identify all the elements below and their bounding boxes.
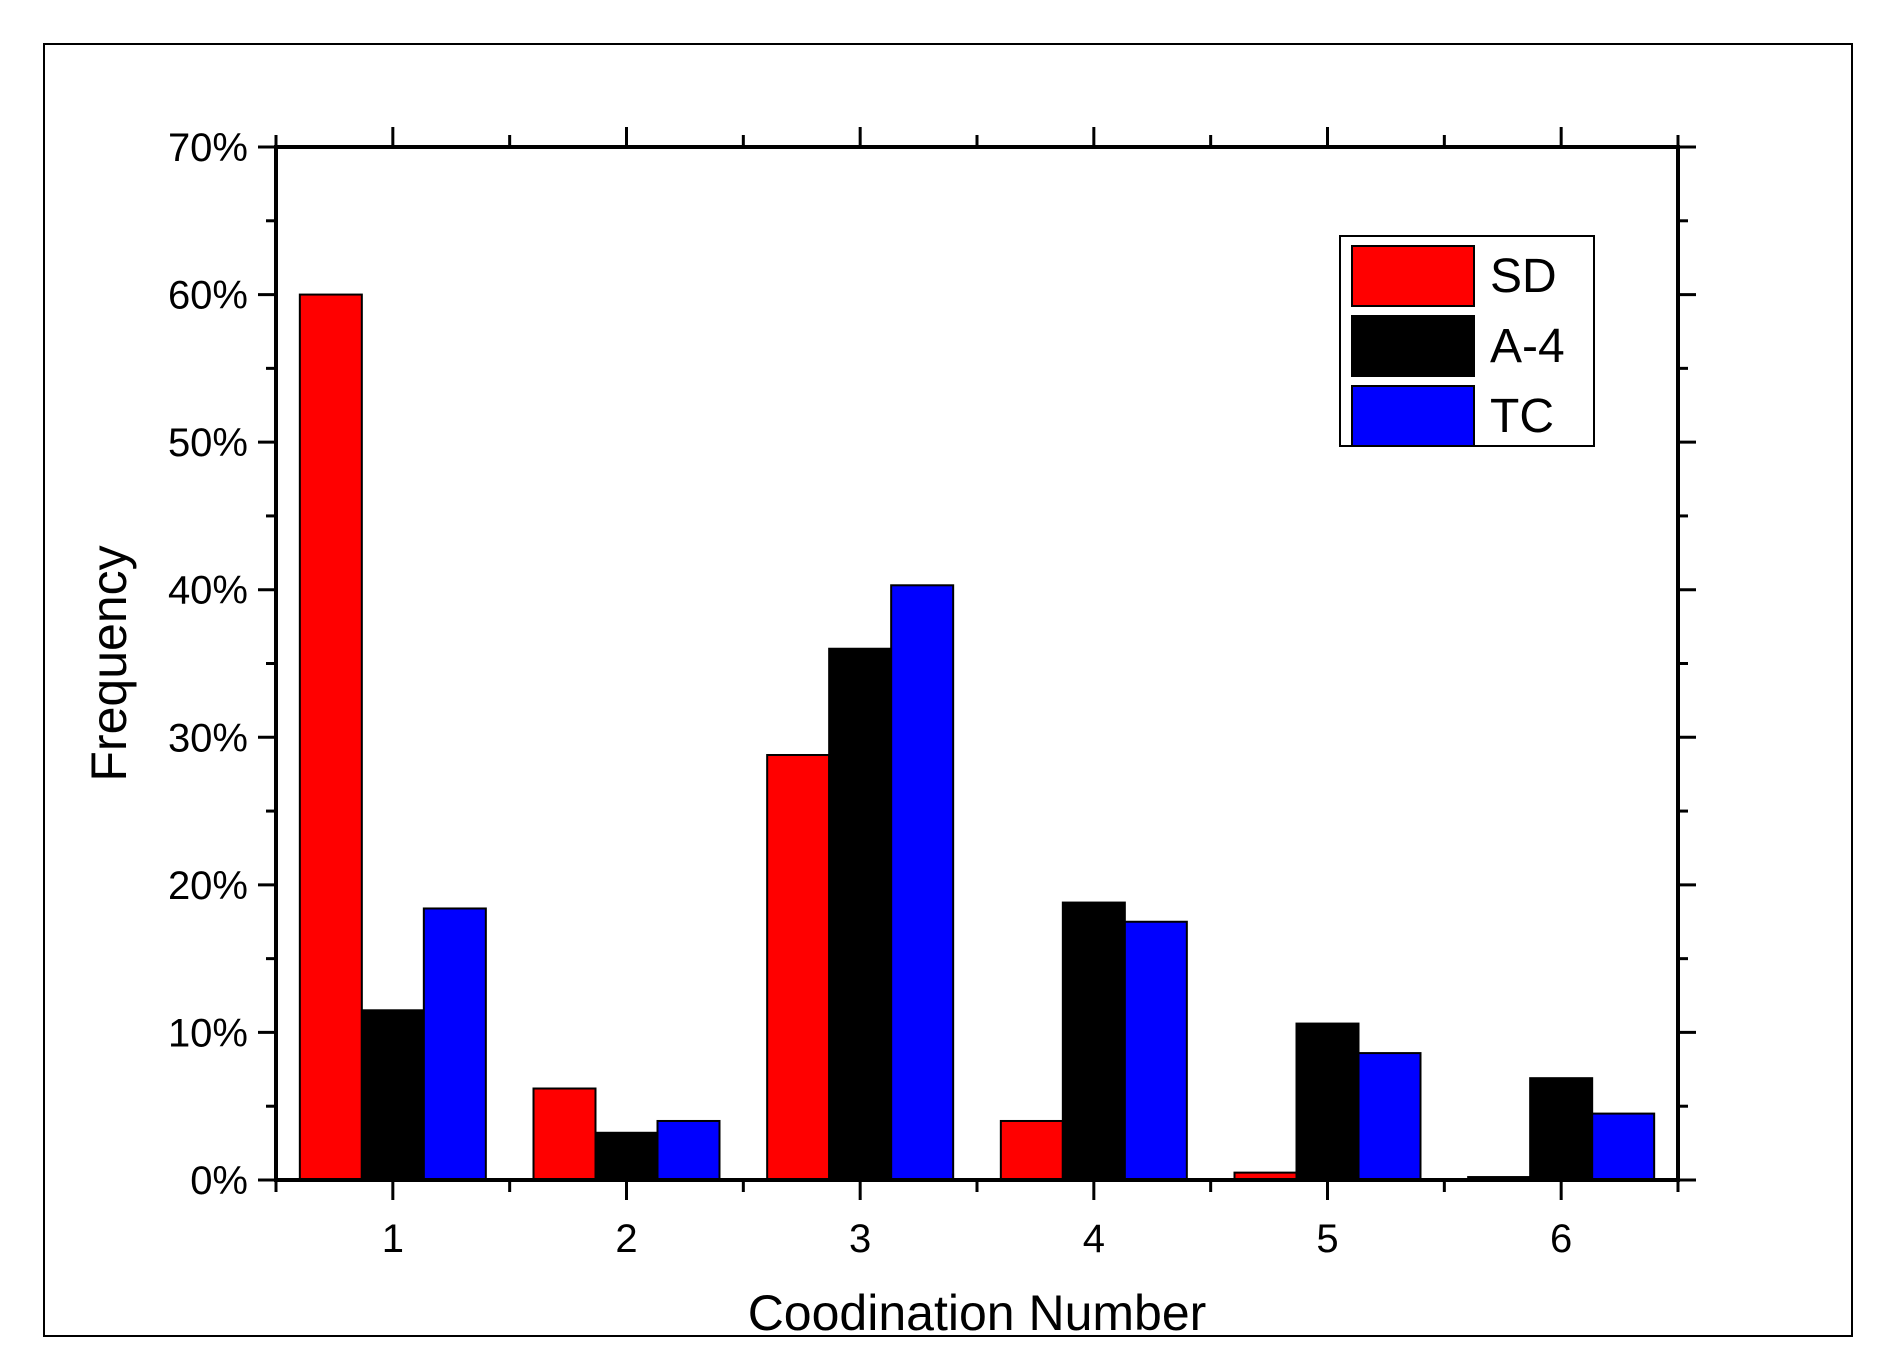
legend-label-sd: SD [1490,250,1557,303]
legend-label-tc: TC [1490,390,1554,443]
bar-tc-3 [890,584,955,1181]
y-tick-label: 10% [168,1011,248,1055]
bar-tc-2 [656,1119,721,1182]
x-tick-label: 6 [1550,1217,1572,1261]
x-tick-label: 4 [1083,1217,1105,1261]
legend-swatch-tc [1351,385,1475,447]
bar-sd-2 [532,1087,597,1182]
bar-a-4-5 [1295,1022,1360,1181]
bar-sd-1 [298,293,363,1182]
y-axis-title: Frequency [81,545,137,781]
legend: SD A-4 TC [1339,235,1595,447]
bar-a-4-2 [594,1131,659,1181]
y-tick-label: 0% [190,1159,248,1203]
bars-layer [298,293,1656,1182]
bar-tc-5 [1357,1052,1422,1182]
legend-label-a-4: A-4 [1490,320,1565,373]
bar-sd-3 [766,753,831,1181]
bar-tc-6 [1591,1112,1656,1182]
axis-ticks [258,127,1696,1200]
bar-sd-4 [999,1119,1064,1182]
x-tick-label: 2 [615,1217,637,1261]
x-tick-label: 5 [1316,1217,1338,1261]
legend-swatch-a-4 [1351,315,1475,377]
tick-labels: 0% 10% 20% 30% 40% 50% 60% 70% 1 2 3 4 5 6 [168,126,1572,1261]
x-tick-label: 3 [849,1217,871,1261]
x-axis-title: Coodination Number [748,1285,1207,1341]
bar-tc-4 [1123,920,1188,1181]
y-tick-label: 50% [168,421,248,465]
bar-a-4-4 [1061,901,1126,1182]
y-tick-label: 70% [168,126,248,170]
y-tick-label: 40% [168,569,248,613]
legend-swatch-sd [1351,245,1475,307]
x-tick-label: 1 [382,1217,404,1261]
bar-a-4-1 [360,1009,425,1181]
y-tick-label: 20% [168,864,248,908]
bar-a-4-3 [828,647,893,1181]
bar-tc-1 [422,907,487,1181]
y-tick-label: 30% [168,716,248,760]
outer-frame [43,43,1853,1337]
y-tick-label: 60% [168,274,248,318]
bar-a-4-6 [1529,1077,1594,1181]
